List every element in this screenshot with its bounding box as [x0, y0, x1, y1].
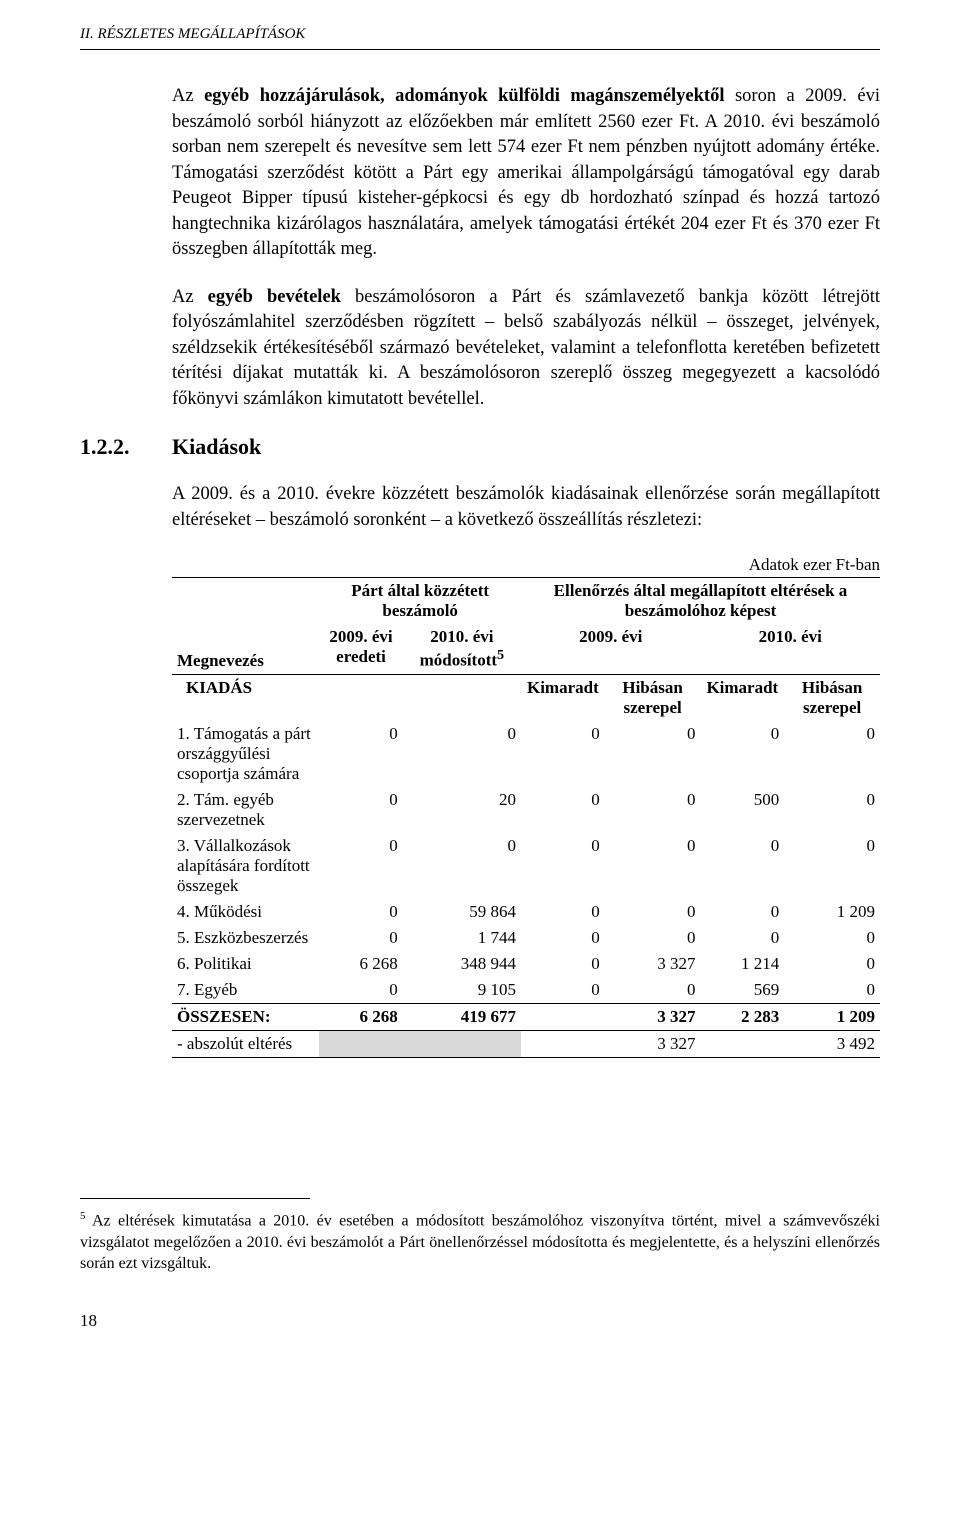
- cell: 0: [605, 977, 701, 1004]
- expense-table: Megnevezés Párt által közzétett beszámol…: [172, 577, 880, 1058]
- sum-c2: 419 677: [403, 1003, 521, 1030]
- cell: 348 944: [403, 951, 521, 977]
- table-sum-row: ÖSSZESEN: 6 268 419 677 3 327 2 283 1 20…: [172, 1003, 880, 1030]
- section-number: 1.2.2.: [80, 434, 172, 460]
- table-units-label: Adatok ezer Ft-ban: [172, 555, 880, 575]
- footnote-5: 5 Az eltérések kimutatása a 2010. év ese…: [80, 1209, 880, 1275]
- cell: 0: [521, 925, 605, 951]
- table-row: 7. Egyéb09 105005690: [172, 977, 880, 1004]
- cell: 0: [700, 899, 784, 925]
- row-name: 6. Politikai: [172, 951, 319, 977]
- cell: 0: [521, 787, 605, 833]
- cell: 0: [784, 951, 880, 977]
- table-row: 1. Támogatás a párt országgyűlési csopor…: [172, 721, 880, 787]
- kiadas-label: KIADÁS: [172, 674, 319, 721]
- sum-c6: 1 209: [784, 1003, 880, 1030]
- cell: 0: [784, 977, 880, 1004]
- footnote-text: Az eltérések kimutatása a 2010. év eseté…: [80, 1212, 880, 1272]
- section-heading: 1.2.2. Kiadások: [80, 434, 880, 460]
- cell: 0: [319, 787, 402, 833]
- cell: 0: [784, 833, 880, 899]
- paragraph-2: Az egyéb bevételek beszámolósoron a Párt…: [172, 285, 880, 413]
- cell: 0: [605, 833, 701, 899]
- sub-kimaradt-2: Kimaradt: [700, 674, 784, 721]
- cell: 0: [403, 833, 521, 899]
- table-row: 6. Politikai6 268348 94403 3271 2140: [172, 951, 880, 977]
- header-rule: [80, 49, 880, 50]
- cell: 0: [605, 925, 701, 951]
- cell: 0: [784, 721, 880, 787]
- page-container: II. RÉSZLETES MEGÁLLAPÍTÁSOK Az egyéb ho…: [0, 0, 960, 1371]
- cell: 0: [784, 925, 880, 951]
- row-name: 2. Tám. egyéb szervezetnek: [172, 787, 319, 833]
- table-abs-row: - abszolút eltérés 3 327 3 492: [172, 1030, 880, 1057]
- cell: 59 864: [403, 899, 521, 925]
- cell: 0: [521, 951, 605, 977]
- table-row: 5. Eszközbeszerzés01 7440000: [172, 925, 880, 951]
- col-group1-header: Párt által közzétett beszámoló: [319, 578, 521, 625]
- row-name: 5. Eszközbeszerzés: [172, 925, 319, 951]
- running-header: II. RÉSZLETES MEGÁLLAPÍTÁSOK: [80, 26, 880, 43]
- abs-v2: 3 492: [784, 1030, 880, 1057]
- row-name: 1. Támogatás a párt országgyűlési csopor…: [172, 721, 319, 787]
- cell: 3 327: [605, 951, 701, 977]
- cell: 0: [521, 833, 605, 899]
- col-2009-evi: 2009. évi: [521, 624, 700, 674]
- paragraph-1: Az egyéb hozzájárulások, adományok külfö…: [172, 84, 880, 263]
- cell: 0: [319, 977, 402, 1004]
- cell: 0: [700, 721, 784, 787]
- para1-bold: egyéb hozzájárulások, adományok külföldi…: [204, 86, 724, 106]
- abs-label: - abszolút eltérés: [172, 1030, 319, 1057]
- cell: 500: [700, 787, 784, 833]
- col-2010-evi: 2010. évi: [700, 624, 880, 674]
- cell: 0: [319, 899, 402, 925]
- table-row: 4. Működési059 8640001 209: [172, 899, 880, 925]
- cell: 0: [319, 721, 402, 787]
- col-group2-header: Ellenőrzés által megállapított eltérések…: [521, 578, 880, 625]
- col-name-header: Megnevezés: [172, 578, 319, 675]
- sub-hibasan-2: Hibásan szerepel: [784, 674, 880, 721]
- col-2009-eredeti: 2009. évi eredeti: [319, 624, 402, 674]
- cell: 0: [521, 977, 605, 1004]
- table-row: 2. Tám. egyéb szervezetnek020005000: [172, 787, 880, 833]
- abs-v1: 3 327: [605, 1030, 701, 1057]
- cell: 0: [784, 787, 880, 833]
- cell: 0: [605, 787, 701, 833]
- sub-kimaradt-1: Kimaradt: [521, 674, 605, 721]
- cell: 20: [403, 787, 521, 833]
- table-row: 3. Vállalkozások alapítására fordított ö…: [172, 833, 880, 899]
- section-title: Kiadások: [172, 434, 261, 460]
- cell: 6 268: [319, 951, 402, 977]
- sum-c5: 2 283: [700, 1003, 784, 1030]
- row-name: 3. Vállalkozások alapítására fordított ö…: [172, 833, 319, 899]
- col-2010-modositott: 2010. évi módosított5: [403, 624, 521, 674]
- cell: 0: [700, 833, 784, 899]
- cell: 0: [605, 899, 701, 925]
- sum-label: ÖSSZESEN:: [172, 1003, 319, 1030]
- sum-c3: [521, 1003, 605, 1030]
- cell: 0: [521, 721, 605, 787]
- paragraph-3: A 2009. és a 2010. évekre közzétett besz…: [172, 482, 880, 533]
- table-container: Adatok ezer Ft-ban Megnevezés Párt által…: [172, 555, 880, 1058]
- para2-bold: egyéb bevételek: [208, 287, 341, 307]
- cell: 0: [605, 721, 701, 787]
- cell: 1 209: [784, 899, 880, 925]
- cell: 0: [521, 899, 605, 925]
- sum-c1: 6 268: [319, 1003, 402, 1030]
- cell: 1 214: [700, 951, 784, 977]
- page-number: 18: [80, 1311, 880, 1331]
- footnote-rule: [80, 1198, 310, 1199]
- cell: 0: [319, 833, 402, 899]
- cell: 569: [700, 977, 784, 1004]
- row-name: 4. Működési: [172, 899, 319, 925]
- row-name: 7. Egyéb: [172, 977, 319, 1004]
- cell: 1 744: [403, 925, 521, 951]
- cell: 0: [403, 721, 521, 787]
- para1-rest: soron a 2009. évi beszámoló sorból hiány…: [172, 86, 880, 259]
- cell: 0: [319, 925, 402, 951]
- sum-c4: 3 327: [605, 1003, 701, 1030]
- cell: 0: [700, 925, 784, 951]
- cell: 9 105: [403, 977, 521, 1004]
- sub-hibasan-1: Hibásan szerepel: [605, 674, 701, 721]
